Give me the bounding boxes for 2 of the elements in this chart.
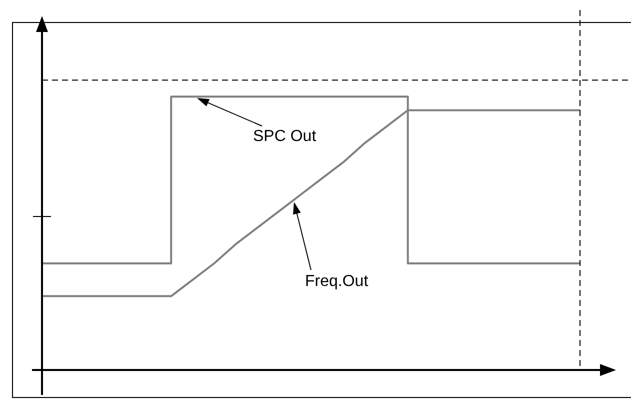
annotation: Freq.Out [305, 273, 368, 291]
annotation: SPC Out [253, 128, 316, 146]
